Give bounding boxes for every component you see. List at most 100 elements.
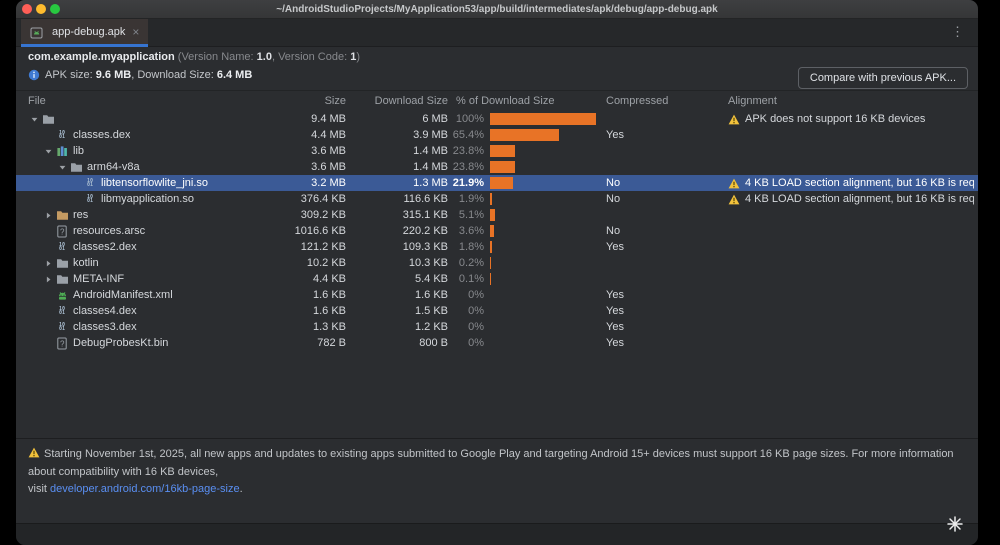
- download-size-cell: 109.3 KB: [402, 241, 448, 253]
- minimize-window-button[interactable]: [36, 4, 46, 14]
- compressed-cell: [606, 255, 706, 271]
- table-row[interactable]: 10 01 libtensorflowlite_jni.so 3.2 MB 1.3 MB…: [16, 175, 978, 191]
- info-icon: [28, 69, 40, 81]
- file-name: kotlin: [73, 257, 99, 269]
- chevron-down-icon[interactable]: [28, 113, 41, 125]
- tab-close-icon[interactable]: ×: [132, 25, 140, 39]
- column-header-size[interactable]: Size: [324, 95, 346, 107]
- close-window-button[interactable]: [22, 4, 32, 14]
- table-row[interactable]: 9.4 MB 6 MB 100% APK does not support 16 KB…: [16, 111, 978, 127]
- size-cell: 782 B: [317, 337, 346, 349]
- table-row[interactable]: kotlin 10.2 KB 10.3 KB 0.2%: [16, 255, 978, 271]
- binary-icon: 10 01: [86, 193, 94, 204]
- chevron-right-icon[interactable]: [42, 257, 55, 269]
- table-row[interactable]: 10 01 classes4.dex 1.6 KB 1.5 KB 0% Yes: [16, 303, 978, 319]
- table-row[interactable]: 10 01 classes.dex 4.4 MB 3.9 MB 65.4% Yes: [16, 127, 978, 143]
- download-size-cell: 220.2 KB: [402, 225, 448, 237]
- compressed-cell: Yes: [606, 289, 624, 301]
- alignment-cell: [728, 319, 974, 335]
- download-size-value: 6.4 MB: [216, 69, 253, 81]
- pct-bar: [490, 241, 600, 253]
- tab-options-menu-icon[interactable]: ⋮: [951, 24, 964, 39]
- table-row[interactable]: ? resources.arsc 1016.6 KB 220.2 KB 3.6% No: [16, 223, 978, 239]
- alignment-cell: 4 KB LOAD section alignment, but 16 KB i…: [728, 191, 974, 207]
- column-header-alignment[interactable]: Alignment: [728, 95, 777, 107]
- pct-label: 0.2%: [458, 257, 484, 269]
- warning-icon: [28, 447, 40, 464]
- download-size-cell: 1.4 MB: [413, 145, 448, 157]
- alignment-warning-text: 4 KB LOAD section alignment, but 16 KB i…: [745, 177, 974, 189]
- file-name-cell: kotlin: [16, 255, 320, 271]
- apk-size-line: APK size: 9.6 MB, Download Size: 6.4 MB: [28, 69, 252, 81]
- table-row[interactable]: res 309.2 KB 315.1 KB 5.1%: [16, 207, 978, 223]
- pct-label: 5.1%: [458, 209, 484, 221]
- column-header-pct-of-download-size[interactable]: % of Download Size: [456, 95, 555, 107]
- 16kb-page-size-link[interactable]: developer.android.com/16kb-page-size: [50, 483, 240, 495]
- table-row[interactable]: lib 3.6 MB 1.4 MB 23.8%: [16, 143, 978, 159]
- pct-label: 0.1%: [458, 273, 484, 285]
- folder-icon: [55, 257, 69, 270]
- table-row[interactable]: 10 01 libmyapplication.so 376.4 KB 116.6 KB 1…: [16, 191, 978, 207]
- chevron-spacer: [42, 321, 55, 333]
- table-row[interactable]: META-INF 4.4 KB 5.4 KB 0.1%: [16, 271, 978, 287]
- pct-label: 0%: [468, 337, 484, 349]
- apk-size-label: APK size:: [45, 69, 96, 81]
- chevron-spacer: [42, 305, 55, 317]
- pct-label: 23.8%: [452, 161, 484, 173]
- table-row[interactable]: arm64-v8a 3.6 MB 1.4 MB 23.8%: [16, 159, 978, 175]
- table-row[interactable]: 10 01 classes2.dex 121.2 KB 109.3 KB 1.8% Yes: [16, 239, 978, 255]
- tab-app-debug-apk[interactable]: app-debug.apk ×: [21, 19, 149, 47]
- pct-bar: [490, 225, 600, 237]
- file-name-cell: ? DebugProbesKt.bin: [16, 335, 320, 351]
- column-header-download-size[interactable]: Download Size: [374, 95, 448, 107]
- size-cell: 4.4 MB: [311, 129, 346, 141]
- chevron-down-icon[interactable]: [56, 161, 69, 173]
- column-header-compressed[interactable]: Compressed: [606, 95, 669, 107]
- chevron-right-icon[interactable]: [42, 273, 55, 285]
- file-name-cell: [16, 111, 320, 127]
- pct-bar: [490, 129, 600, 141]
- alignment-cell: [728, 207, 974, 223]
- folder-res-icon: [55, 209, 69, 222]
- active-tab-underline: [21, 44, 149, 47]
- pct-label: 100%: [455, 113, 484, 125]
- compressed-cell: Yes: [606, 305, 624, 317]
- zoom-window-button[interactable]: [50, 4, 60, 14]
- alignment-cell: [728, 255, 974, 271]
- warning-text-line2: visit developer.android.com/16kb-page-si…: [28, 483, 243, 495]
- mouse-cursor: [946, 515, 964, 533]
- compressed-cell: No: [606, 177, 621, 189]
- pct-bar: [490, 161, 600, 173]
- file-name: libmyapplication.so: [101, 193, 194, 205]
- apk-file-icon: [29, 26, 43, 39]
- version-code-label: , Version Code:: [271, 51, 351, 63]
- compressed-cell: No: [606, 193, 621, 205]
- download-size-label: , Download Size:: [131, 69, 217, 81]
- chevron-spacer: [42, 337, 55, 349]
- version-code-value: 1: [350, 51, 357, 63]
- pct-bar: [490, 209, 600, 221]
- lib-icon: [55, 145, 69, 158]
- table-row[interactable]: 10 01 classes3.dex 1.3 KB 1.2 KB 0% Yes: [16, 319, 978, 335]
- pct-bar: [490, 321, 600, 333]
- column-header-file[interactable]: File: [28, 95, 46, 107]
- chevron-down-icon[interactable]: [42, 145, 55, 157]
- compare-with-previous-apk-button[interactable]: Compare with previous APK...: [797, 67, 968, 89]
- alignment-cell: [728, 143, 974, 159]
- file-name-cell: arm64-v8a: [16, 159, 320, 175]
- chevron-right-icon[interactable]: [42, 209, 55, 221]
- binary-icon: 10 01: [58, 305, 66, 316]
- warning-visit-label: visit: [28, 483, 50, 495]
- version-close: ): [356, 51, 361, 63]
- pct-label: 65.4%: [452, 129, 484, 141]
- file-name: classes3.dex: [73, 321, 137, 333]
- chevron-spacer: [42, 241, 55, 253]
- file-name-cell: 10 01 libmyapplication.so: [16, 191, 320, 207]
- warning-text-line1: Starting November 1st, 2025, all new app…: [28, 448, 954, 478]
- table-row[interactable]: ? DebugProbesKt.bin 782 B 800 B 0% Yes: [16, 335, 978, 351]
- 16kb-warning-banner: Starting November 1st, 2025, all new app…: [16, 438, 978, 523]
- file-name-cell: 10 01 classes4.dex: [16, 303, 320, 319]
- file-name-cell: ? resources.arsc: [16, 223, 320, 239]
- table-row[interactable]: AndroidManifest.xml 1.6 KB 1.6 KB 0% Yes: [16, 287, 978, 303]
